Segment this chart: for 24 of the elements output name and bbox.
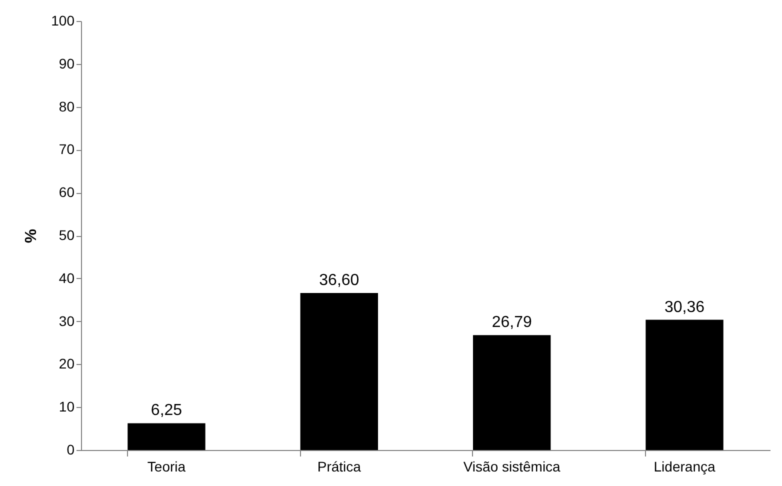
data-label: 30,36: [664, 298, 705, 316]
data-label: 26,79: [492, 314, 532, 332]
y-tick-label: 20: [58, 356, 75, 372]
x-tick-label: Teoria: [147, 458, 186, 474]
data-label: 36,60: [319, 272, 360, 289]
y-tick-label: 90: [58, 55, 75, 72]
y-tick-label: 10: [58, 398, 75, 415]
y-tick-label: 80: [58, 98, 75, 114]
y-axis-title: %: [23, 228, 40, 244]
y-tick-label: 50: [58, 227, 75, 243]
y-tick-label: 60: [58, 184, 75, 200]
x-tick-label: Prática: [317, 458, 362, 474]
bar: [646, 320, 724, 450]
bar: [128, 423, 206, 450]
data-label: 6,25: [150, 402, 182, 420]
bar: [300, 292, 378, 450]
y-tick-label: 70: [58, 141, 75, 158]
y-tick-label: 100: [51, 12, 75, 28]
y-tick-label: 30: [58, 312, 75, 329]
y-tick-label: 40: [58, 270, 75, 286]
x-tick-label: Visão sistêmica: [463, 458, 561, 474]
bar: [472, 335, 551, 450]
x-tick-label: Liderança: [654, 458, 716, 474]
y-tick-label: 0: [66, 442, 75, 458]
